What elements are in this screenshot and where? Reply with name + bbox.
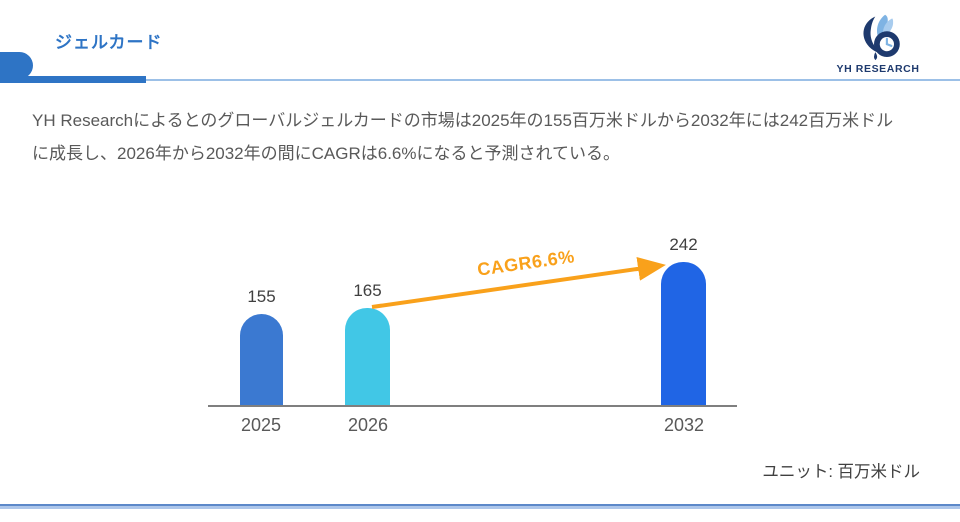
bottom-border-line	[0, 504, 960, 509]
bar-2026	[345, 308, 390, 405]
x-axis-labels: 2025 2026 2032	[208, 415, 737, 439]
header-accent-bar	[0, 76, 146, 83]
bar-value-2026: 165	[353, 281, 382, 300]
yh-research-logo-icon	[863, 14, 900, 61]
bar-2025	[240, 314, 283, 405]
page-title: ジェルカード	[55, 33, 163, 52]
header-divider-line	[146, 79, 960, 81]
summary-line-1: YH Researchによるとのグローバルジェルカードの市場は2025年の155…	[32, 111, 894, 130]
bar-2032	[661, 262, 706, 405]
bar-chart: 155 165 242 CAGR6.6%	[208, 233, 737, 407]
logo-wordmark: YH RESEARCH	[836, 63, 920, 75]
header-accent-pill	[0, 52, 33, 79]
bar-value-2032: 242	[669, 235, 698, 254]
x-label-2026: 2026	[347, 415, 389, 435]
yh-research-logo: YH RESEARCH	[830, 13, 926, 75]
cagr-arrow	[371, 256, 666, 309]
summary-line-2: に成長し、2026年から2032年の間にCAGRは6.6%になると予測されている…	[32, 144, 620, 163]
unit-label: ユニット: 百万米ドル	[762, 463, 920, 481]
x-label-2025: 2025	[240, 415, 282, 435]
x-label-2032: 2032	[663, 415, 705, 435]
market-summary: YH Researchによるとのグローバルジェルカードの市場は2025年の155…	[32, 104, 942, 170]
bar-value-2025: 155	[247, 287, 276, 306]
